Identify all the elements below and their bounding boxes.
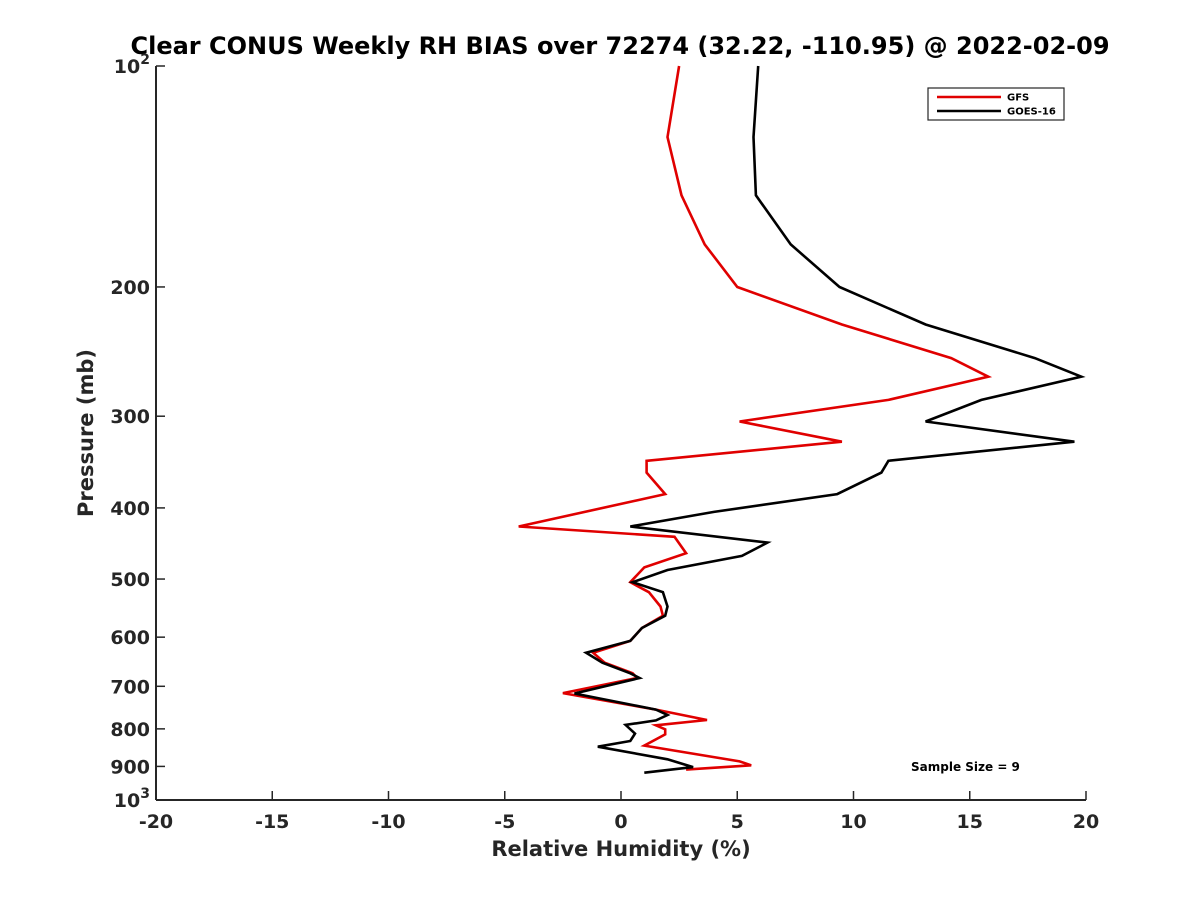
y-tick-label: 700 bbox=[110, 676, 150, 698]
x-tick-label: 0 bbox=[614, 811, 627, 833]
legend-entry-label: GFS bbox=[1007, 93, 1029, 104]
chart-title: Clear CONUS Weekly RH BIAS over 72274 (3… bbox=[130, 32, 1109, 60]
plot-lines bbox=[518, 65, 1086, 774]
x-tick-label: -15 bbox=[255, 811, 289, 833]
series-line-goes-16 bbox=[574, 65, 1086, 774]
y-tick-label: 300 bbox=[110, 406, 150, 428]
y-tick-label: 900 bbox=[110, 756, 150, 778]
x-tick-label: 15 bbox=[957, 811, 983, 833]
legend: GFS GOES-16 bbox=[927, 87, 1065, 121]
x-tick-label: 20 bbox=[1073, 811, 1099, 833]
x-tick-label: 5 bbox=[731, 811, 744, 833]
y-tick-label: 103 bbox=[114, 786, 150, 812]
sample-size-annotation: Sample Size = 9 bbox=[911, 760, 1020, 774]
x-tick-label: -10 bbox=[371, 811, 405, 833]
y-tick-label: 500 bbox=[110, 569, 150, 591]
y-tick-label: 200 bbox=[110, 277, 150, 299]
y-tick-label: 600 bbox=[110, 627, 150, 649]
legend-entry-label: GOES-16 bbox=[1007, 107, 1056, 118]
y-ticks: 102 200 300 400 500 600 700 800 900 103 bbox=[110, 52, 165, 812]
y-tick-label: 800 bbox=[110, 719, 150, 741]
x-axis-label: Relative Humidity (%) bbox=[491, 837, 750, 861]
y-tick-label: 400 bbox=[110, 498, 150, 520]
x-tick-label: 10 bbox=[840, 811, 866, 833]
y-axis-label: Pressure (mb) bbox=[74, 349, 98, 517]
legend-box bbox=[927, 87, 1065, 121]
series-line-gfs bbox=[518, 65, 993, 771]
x-tick-label: -20 bbox=[139, 811, 173, 833]
x-ticks: -20 -15 -10 -5 0 5 10 15 20 bbox=[139, 791, 1099, 833]
x-tick-label: -5 bbox=[494, 811, 515, 833]
y-tick-label: 102 bbox=[114, 52, 150, 78]
